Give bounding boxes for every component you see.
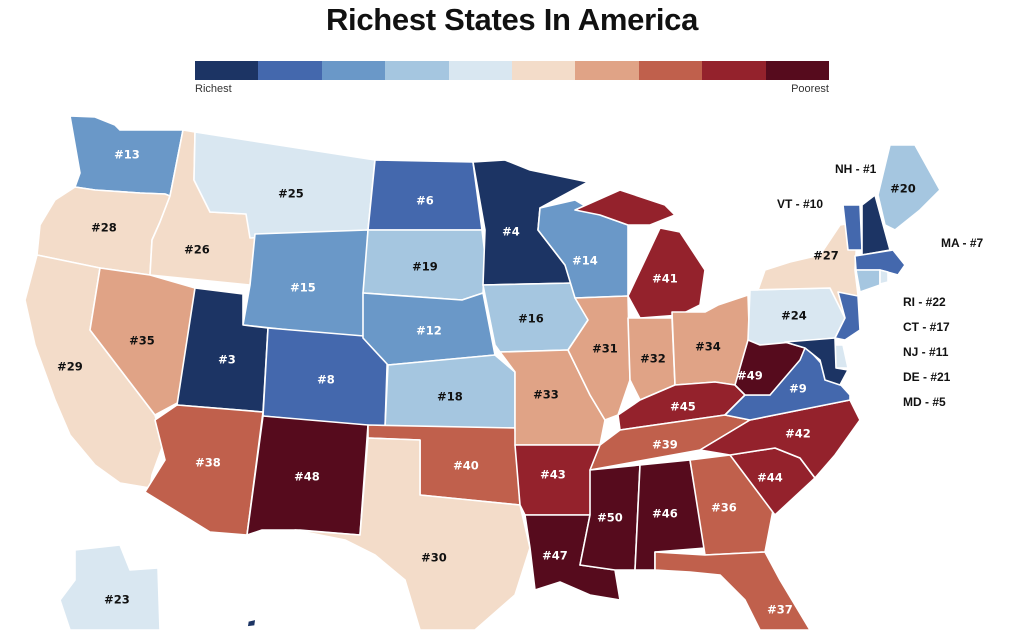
side-label-ct: CT - #17 [903,320,950,334]
state-hawaii[interactable] [246,618,257,628]
state-rank-label: #16 [518,312,544,326]
state-rank-label: #15 [290,281,316,295]
state-rank-label: #48 [294,470,320,484]
state-rank-label: #31 [592,342,618,356]
state-rank-label: #27 [813,249,839,263]
map-title: Richest States In America [325,2,699,37]
state-rank-label: #37 [767,603,793,617]
legend-swatch [385,61,449,80]
side-label-ri: RI - #22 [903,295,946,309]
state-rank-label: #49 [737,369,763,383]
state-rank-label: #44 [757,471,783,485]
legend-low-label: Richest [195,83,232,95]
state-rank-label: #28 [91,221,117,235]
state-rank-label: #4 [502,225,520,239]
state-rank-label: #14 [572,254,598,268]
color-legend [195,61,830,80]
state-alaska[interactable] [59,544,161,630]
state-rank-label: #40 [453,459,479,473]
state-rank-label: #34 [695,340,721,354]
state-arizona[interactable] [144,404,264,536]
side-label-nj: NJ - #11 [903,345,949,359]
state-florida[interactable] [654,551,811,630]
state-maine[interactable] [877,144,941,231]
state-rank-label: #26 [184,243,210,257]
state-rank-label: #41 [652,272,678,286]
state-rank-label: #36 [711,501,737,515]
state-rank-label: #38 [195,456,221,470]
state-rank-label: #13 [114,148,140,162]
state-rank-label: #12 [416,324,442,338]
legend-high-label: Poorest [791,83,829,95]
state-connecticut[interactable] [855,269,881,293]
state-rank-label: #24 [781,309,807,323]
legend-swatch [448,61,513,80]
state-rank-label: #19 [412,260,438,274]
state-rank-label: #30 [421,551,447,565]
state-rank-label: #20 [890,182,916,196]
legend-swatch [195,61,259,80]
state-rank-label: #8 [317,373,335,387]
state-rank-label: #47 [542,549,568,563]
legend-swatch [765,61,830,80]
state-new-jersey[interactable] [834,291,861,341]
side-label-vt: VT - #10 [777,197,824,211]
state-rank-label: #32 [640,352,666,366]
state-rank-label: #42 [785,427,811,441]
side-label-ma: MA - #7 [941,236,984,250]
state-maryland[interactable] [784,337,849,386]
state-rank-label: #35 [129,334,155,348]
state-rank-label: #33 [533,388,559,402]
state-rank-labels: #13 #28 #29 #26 #35 #25 #15 #3 #38 #8 #4… [57,148,916,617]
state-rank-label: #3 [218,353,236,367]
state-rank-label: #29 [57,360,83,374]
state-rank-label: #39 [652,438,678,452]
state-rank-label: #45 [670,400,696,414]
legend-swatch [702,61,766,80]
state-rank-label: #43 [540,468,566,482]
legend-swatch [258,61,322,80]
side-label-de: DE - #21 [903,370,951,384]
legend-swatch [575,61,639,80]
legend-swatch [512,61,576,80]
state-rank-label: #23 [104,593,130,607]
state-rank-label: #25 [278,187,304,201]
state-rank-label: #6 [416,194,434,208]
state-rank-label: #18 [437,390,463,404]
side-label-md: MD - #5 [903,395,946,409]
side-label-nh: NH - #1 [835,162,877,176]
legend-swatch [638,61,703,80]
state-rank-label: #46 [652,507,678,521]
state-rank-label: #50 [597,511,623,525]
legend-swatch [321,61,386,80]
state-rhode-island[interactable] [879,269,889,285]
state-texas[interactable] [294,437,531,630]
state-rank-label: #9 [789,382,807,396]
